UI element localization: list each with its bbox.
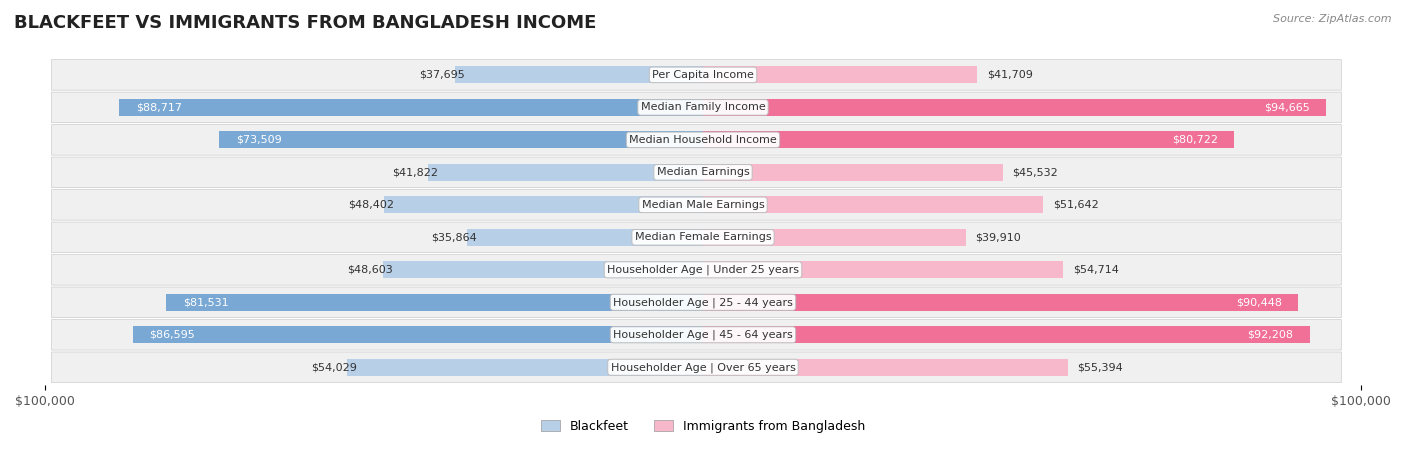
Bar — [219, 131, 703, 149]
Text: $55,394: $55,394 — [1077, 362, 1123, 372]
Bar — [703, 66, 977, 83]
Bar — [347, 359, 703, 376]
Bar — [120, 99, 703, 116]
Text: $51,642: $51,642 — [1053, 200, 1098, 210]
FancyBboxPatch shape — [52, 125, 1341, 155]
Bar — [703, 197, 1043, 213]
Text: $41,822: $41,822 — [392, 167, 437, 177]
Text: Median Female Earnings: Median Female Earnings — [634, 232, 772, 242]
Text: $48,603: $48,603 — [347, 265, 394, 275]
Text: Median Earnings: Median Earnings — [657, 167, 749, 177]
Text: Householder Age | 45 - 64 years: Householder Age | 45 - 64 years — [613, 330, 793, 340]
Text: $94,665: $94,665 — [1264, 102, 1309, 113]
Text: Householder Age | 25 - 44 years: Householder Age | 25 - 44 years — [613, 297, 793, 308]
FancyBboxPatch shape — [52, 92, 1341, 123]
FancyBboxPatch shape — [52, 190, 1341, 220]
FancyBboxPatch shape — [52, 319, 1341, 350]
FancyBboxPatch shape — [52, 287, 1341, 318]
FancyBboxPatch shape — [52, 60, 1341, 90]
Bar — [427, 164, 703, 181]
Text: Householder Age | Under 25 years: Householder Age | Under 25 years — [607, 264, 799, 275]
Text: $90,448: $90,448 — [1236, 297, 1282, 307]
Bar — [384, 197, 703, 213]
Bar — [703, 326, 1310, 343]
Text: Median Male Earnings: Median Male Earnings — [641, 200, 765, 210]
Text: $45,532: $45,532 — [1012, 167, 1059, 177]
FancyBboxPatch shape — [52, 222, 1341, 253]
Text: $81,531: $81,531 — [183, 297, 229, 307]
Text: $86,595: $86,595 — [149, 330, 195, 340]
Text: $88,717: $88,717 — [135, 102, 181, 113]
Text: $54,714: $54,714 — [1073, 265, 1119, 275]
Bar — [703, 294, 1298, 311]
Bar — [703, 131, 1234, 149]
Text: $39,910: $39,910 — [976, 232, 1021, 242]
Text: $35,864: $35,864 — [432, 232, 477, 242]
Bar — [456, 66, 703, 83]
FancyBboxPatch shape — [52, 157, 1341, 188]
Bar — [703, 359, 1067, 376]
Bar — [166, 294, 703, 311]
Legend: Blackfeet, Immigrants from Bangladesh: Blackfeet, Immigrants from Bangladesh — [536, 415, 870, 438]
Text: $92,208: $92,208 — [1247, 330, 1294, 340]
Bar — [703, 229, 966, 246]
FancyBboxPatch shape — [52, 255, 1341, 285]
Bar — [467, 229, 703, 246]
Text: Source: ZipAtlas.com: Source: ZipAtlas.com — [1274, 14, 1392, 24]
Text: $54,029: $54,029 — [312, 362, 357, 372]
Text: Householder Age | Over 65 years: Householder Age | Over 65 years — [610, 362, 796, 373]
Text: Median Household Income: Median Household Income — [628, 135, 778, 145]
Bar — [703, 262, 1063, 278]
Text: Median Family Income: Median Family Income — [641, 102, 765, 113]
Text: $73,509: $73,509 — [236, 135, 281, 145]
FancyBboxPatch shape — [52, 352, 1341, 382]
Bar — [384, 262, 703, 278]
Text: $48,402: $48,402 — [349, 200, 394, 210]
Text: Per Capita Income: Per Capita Income — [652, 70, 754, 80]
Text: $41,709: $41,709 — [987, 70, 1033, 80]
Bar — [703, 164, 1002, 181]
Bar — [703, 99, 1326, 116]
Text: $37,695: $37,695 — [419, 70, 465, 80]
Text: $80,722: $80,722 — [1171, 135, 1218, 145]
Bar — [134, 326, 703, 343]
Text: BLACKFEET VS IMMIGRANTS FROM BANGLADESH INCOME: BLACKFEET VS IMMIGRANTS FROM BANGLADESH … — [14, 14, 596, 32]
